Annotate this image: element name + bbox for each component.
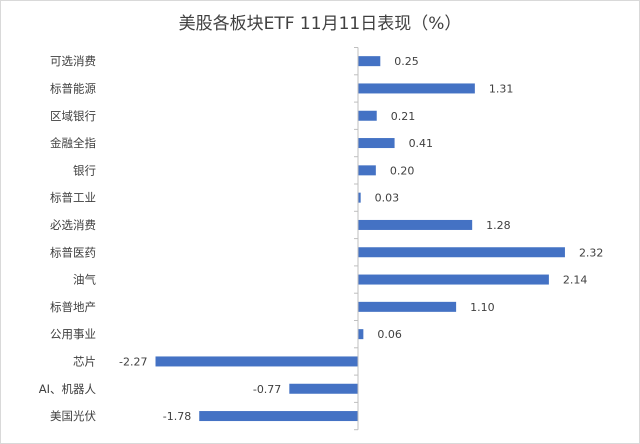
bar	[358, 165, 376, 176]
value-label: 2.14	[563, 274, 588, 287]
category-label: 区域银行	[50, 109, 96, 123]
category-label: 公用事业	[50, 327, 96, 341]
bar	[289, 383, 358, 394]
value-label: 1.28	[486, 219, 511, 232]
category-label: 银行	[73, 163, 96, 177]
bar	[358, 56, 381, 67]
bar	[358, 329, 364, 340]
category-label: 油气	[73, 273, 96, 287]
value-label: 0.25	[394, 55, 419, 68]
value-label: -1.78	[163, 410, 191, 423]
category-label: 必选消费	[50, 218, 96, 232]
bar	[358, 83, 475, 94]
value-label: 0.03	[375, 192, 400, 205]
bar	[358, 247, 565, 258]
value-label: 1.10	[470, 301, 495, 314]
category-label: 标普工业	[50, 191, 96, 205]
bar	[358, 219, 473, 230]
value-label: 2.32	[579, 246, 604, 259]
value-label: 1.31	[489, 82, 514, 95]
value-label: -2.27	[119, 355, 147, 368]
category-label: 金融全指	[50, 136, 96, 150]
bar	[199, 411, 358, 422]
value-label: 0.06	[377, 328, 402, 341]
category-label: AI、机器人	[39, 382, 97, 396]
category-label: 美国光伏	[50, 409, 96, 423]
value-label: 0.41	[409, 137, 434, 150]
bar	[358, 301, 457, 312]
bar	[155, 356, 358, 367]
category-label: 芯片	[73, 354, 96, 368]
category-label: 可选消费	[50, 54, 96, 68]
bar	[358, 110, 377, 121]
value-label: -0.77	[253, 383, 281, 396]
category-label: 标普地产	[50, 300, 96, 314]
chart-title: 美股各板块ETF 11月11日表现（%）	[178, 14, 462, 34]
bar	[358, 192, 361, 203]
category-label: 标普能源	[50, 81, 96, 95]
value-label: 0.20	[390, 164, 415, 177]
bar	[358, 274, 549, 285]
category-label: 标普医药	[50, 245, 96, 259]
value-label: 0.21	[391, 110, 416, 123]
bar	[358, 138, 395, 149]
